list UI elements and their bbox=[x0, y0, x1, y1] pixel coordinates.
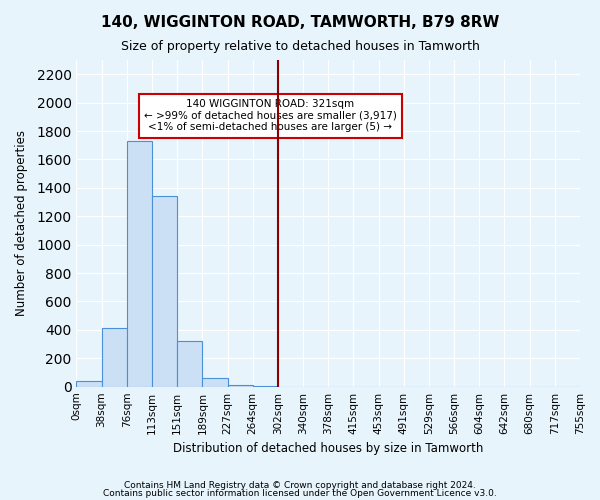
Bar bbox=[76, 381, 101, 386]
Bar bbox=[101, 328, 127, 386]
Bar bbox=[152, 196, 177, 386]
Text: 140, WIGGINTON ROAD, TAMWORTH, B79 8RW: 140, WIGGINTON ROAD, TAMWORTH, B79 8RW bbox=[101, 15, 499, 30]
Text: Contains HM Land Registry data © Crown copyright and database right 2024.: Contains HM Land Registry data © Crown c… bbox=[124, 481, 476, 490]
Y-axis label: Number of detached properties: Number of detached properties bbox=[15, 130, 28, 316]
Bar bbox=[127, 141, 152, 386]
Bar bbox=[177, 341, 202, 386]
Text: Contains public sector information licensed under the Open Government Licence v3: Contains public sector information licen… bbox=[103, 488, 497, 498]
Text: Size of property relative to detached houses in Tamworth: Size of property relative to detached ho… bbox=[121, 40, 479, 53]
X-axis label: Distribution of detached houses by size in Tamworth: Distribution of detached houses by size … bbox=[173, 442, 484, 455]
Text: 140 WIGGINTON ROAD: 321sqm
← >99% of detached houses are smaller (3,917)
<1% of : 140 WIGGINTON ROAD: 321sqm ← >99% of det… bbox=[144, 99, 397, 132]
Bar bbox=[202, 378, 227, 386]
